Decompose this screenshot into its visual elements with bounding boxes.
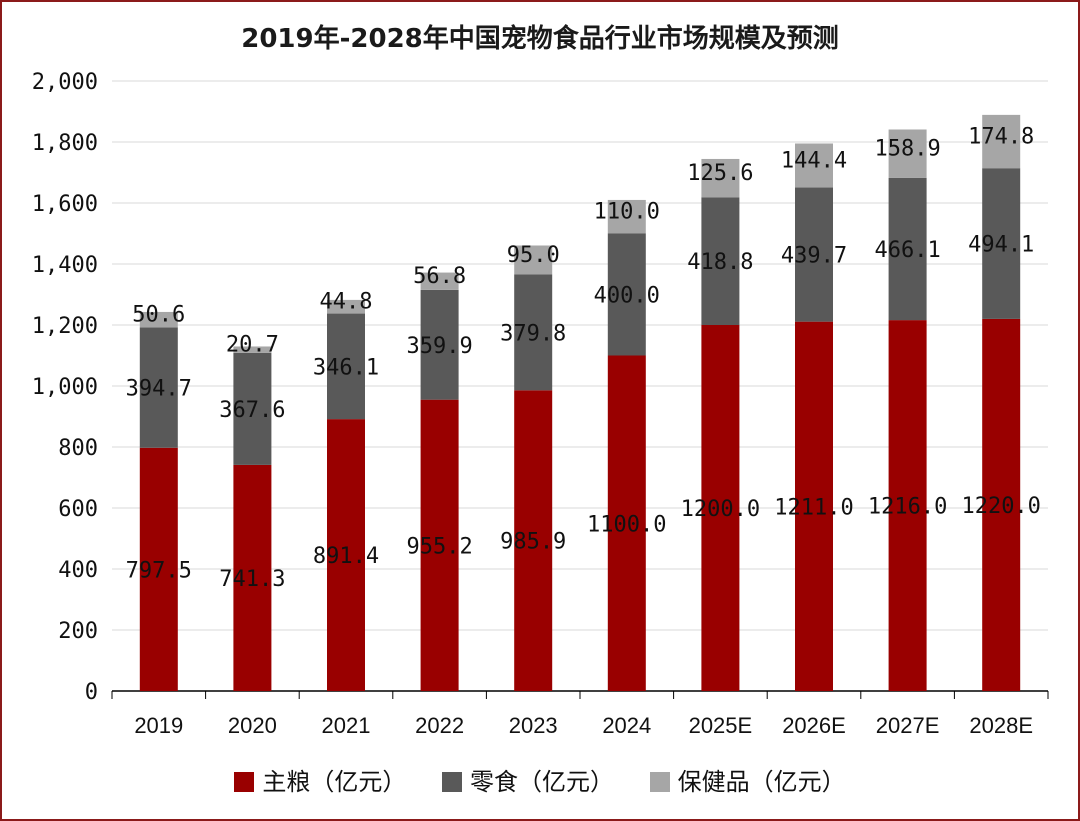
data-label-main-food: 1220.0 bbox=[961, 494, 1040, 519]
data-label-snacks: 400.0 bbox=[594, 284, 660, 309]
legend-item-snacks: 零食（亿元） bbox=[442, 762, 614, 797]
bar-segment-snacks bbox=[701, 197, 740, 325]
y-tick-label: 1,200 bbox=[32, 314, 98, 339]
y-tick-label: 1,800 bbox=[32, 131, 98, 156]
bar-segment-main-food bbox=[514, 390, 553, 691]
x-tick-label: 2023 bbox=[509, 713, 558, 738]
legend-label-snacks: 零食（亿元） bbox=[470, 768, 614, 796]
data-label-supplements: 44.8 bbox=[320, 290, 373, 315]
x-tick-label: 2025E bbox=[689, 713, 753, 738]
bar-segment-main-food bbox=[607, 355, 646, 691]
bar-segment-snacks bbox=[795, 187, 833, 322]
y-tick-label: 0 bbox=[85, 680, 98, 705]
y-tick-label: 1,000 bbox=[32, 375, 98, 400]
chart-legend: 主粮（亿元） 零食（亿元） 保健品（亿元） bbox=[0, 762, 1080, 797]
data-label-main-food: 985.9 bbox=[500, 530, 566, 555]
legend-swatch-supplements bbox=[649, 772, 670, 792]
data-label-supplements: 174.8 bbox=[968, 125, 1034, 150]
legend-item-supplements: 保健品（亿元） bbox=[649, 762, 846, 797]
x-tick-label: 2028E bbox=[969, 713, 1033, 738]
data-label-snacks: 359.9 bbox=[406, 334, 472, 359]
data-label-supplements: 158.9 bbox=[874, 137, 940, 162]
data-label-main-food: 1211.0 bbox=[774, 495, 853, 520]
legend-label-main-food: 主粮（亿元） bbox=[262, 768, 407, 796]
bar-segment-main-food bbox=[233, 464, 272, 691]
legend-swatch-snacks bbox=[442, 772, 462, 792]
data-label-supplements: 125.6 bbox=[687, 161, 753, 186]
x-tick-label: 2022 bbox=[415, 713, 464, 738]
data-label-snacks: 367.6 bbox=[219, 398, 285, 423]
data-label-main-food: 1216.0 bbox=[868, 495, 947, 520]
bar-segment-snacks bbox=[514, 274, 553, 391]
bar-segment-supplements bbox=[888, 129, 927, 178]
data-label-snacks: 494.1 bbox=[968, 233, 1034, 258]
data-label-main-food: 797.5 bbox=[126, 558, 192, 583]
bar-segment-snacks bbox=[888, 177, 927, 321]
data-label-supplements: 50.6 bbox=[132, 303, 185, 328]
data-label-supplements: 95.0 bbox=[507, 243, 560, 268]
y-tick-label: 800 bbox=[58, 436, 98, 461]
bar-segment-snacks bbox=[139, 327, 178, 448]
data-label-supplements: 144.4 bbox=[781, 149, 847, 174]
bar-segment-supplements bbox=[420, 272, 459, 290]
data-label-main-food: 741.3 bbox=[219, 567, 285, 592]
y-tick-label: 600 bbox=[58, 497, 98, 522]
data-label-snacks: 379.8 bbox=[500, 321, 566, 346]
bar-segment-supplements bbox=[327, 299, 365, 314]
x-tick-label: 2026E bbox=[782, 713, 846, 738]
legend-item-main-food: 主粮（亿元） bbox=[234, 762, 406, 797]
bar-segment-main-food bbox=[795, 321, 833, 691]
data-label-snacks: 466.1 bbox=[874, 238, 940, 263]
bar-segment-main-food bbox=[701, 325, 740, 691]
y-tick-label: 200 bbox=[58, 619, 98, 644]
bar-segment-main-food bbox=[982, 318, 1021, 691]
data-label-snacks: 439.7 bbox=[781, 244, 847, 269]
data-label-snacks: 346.1 bbox=[313, 355, 379, 380]
data-label-supplements: 110.0 bbox=[594, 200, 660, 225]
bar-segment-main-food bbox=[420, 399, 459, 691]
x-tick-label: 2024 bbox=[602, 713, 651, 738]
data-label-main-food: 955.2 bbox=[406, 534, 472, 559]
bar-segment-supplements bbox=[982, 114, 1021, 169]
bar-segment-supplements bbox=[607, 199, 646, 234]
y-tick-label: 2,000 bbox=[32, 70, 98, 95]
chart-title: 2019年-2028年中国宠物食品行业市场规模及预测 bbox=[241, 24, 839, 54]
bar-segment-supplements bbox=[233, 346, 272, 353]
bar-segment-main-food bbox=[327, 419, 365, 691]
bar-segment-snacks bbox=[233, 352, 272, 465]
bar-segment-snacks bbox=[982, 168, 1021, 319]
bar-segment-supplements bbox=[701, 158, 740, 198]
data-label-main-food: 891.4 bbox=[313, 544, 379, 569]
bar-segment-main-food bbox=[888, 320, 927, 691]
bar-segment-supplements bbox=[139, 311, 178, 328]
bar-segment-snacks bbox=[420, 289, 459, 400]
data-label-snacks: 394.7 bbox=[126, 377, 192, 402]
legend-swatch-main-food bbox=[234, 772, 255, 792]
x-tick-label: 2027E bbox=[876, 713, 940, 738]
data-label-supplements: 20.7 bbox=[226, 333, 279, 358]
bar-segment-supplements bbox=[514, 245, 553, 275]
y-tick-label: 400 bbox=[58, 558, 98, 583]
data-label-main-food: 1100.0 bbox=[587, 512, 666, 537]
data-label-main-food: 1200.0 bbox=[681, 497, 760, 522]
x-tick-label: 2020 bbox=[228, 713, 277, 738]
data-label-snacks: 418.8 bbox=[687, 250, 753, 275]
y-tick-label: 1,400 bbox=[32, 253, 98, 278]
data-label-supplements: 56.8 bbox=[413, 264, 466, 289]
y-tick-label: 1,600 bbox=[32, 192, 98, 217]
bar-segment-supplements bbox=[795, 143, 833, 188]
x-tick-label: 2019 bbox=[134, 713, 183, 738]
x-tick-label: 2021 bbox=[322, 713, 371, 738]
bar-segment-snacks bbox=[607, 233, 646, 356]
bar-segment-main-food bbox=[139, 447, 178, 691]
bar-segment-snacks bbox=[327, 313, 365, 420]
legend-label-supplements: 保健品（亿元） bbox=[677, 768, 846, 796]
